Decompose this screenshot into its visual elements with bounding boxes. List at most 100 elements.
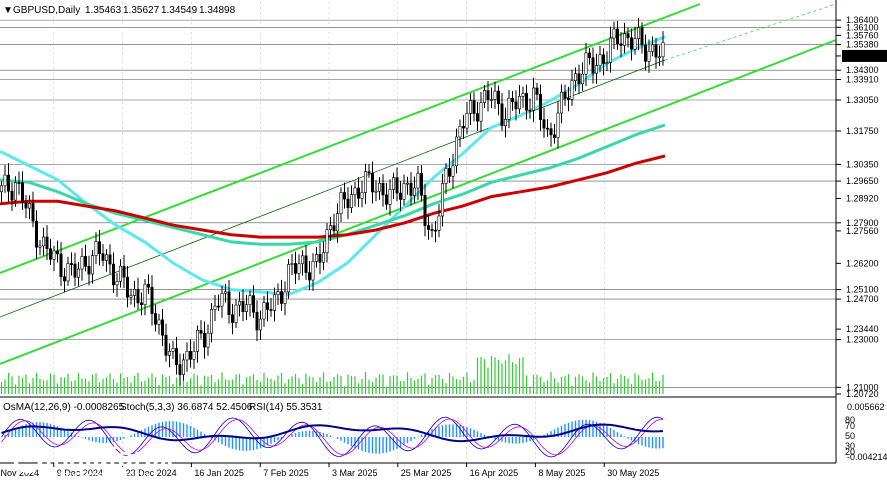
candle-body <box>615 28 619 45</box>
candle-body <box>311 261 315 281</box>
candle-body <box>496 90 500 105</box>
candle-body <box>115 281 119 286</box>
current-price-label: 1.34898 <box>846 51 879 61</box>
candle-body <box>608 37 612 63</box>
candle-body <box>203 333 207 348</box>
candle-body <box>349 194 353 208</box>
candle-body <box>154 313 158 325</box>
trend-channels <box>0 3 837 365</box>
date-label: 16 Apr 2025 <box>470 468 519 478</box>
candle-body <box>252 295 256 313</box>
candle-body <box>409 182 413 196</box>
date-label: 8 May 2025 <box>538 468 585 478</box>
candle-body <box>454 136 458 167</box>
candle-body <box>503 119 507 127</box>
candle-body <box>587 52 591 59</box>
price-label: 1.33910 <box>846 74 879 84</box>
collapse-arrow-icon[interactable]: ▼ <box>3 5 13 16</box>
channel-lower-line <box>0 39 837 365</box>
price-label: 1.26200 <box>846 258 879 268</box>
candle-body <box>101 253 105 261</box>
date-label: 30 May 2025 <box>607 468 659 478</box>
candle-body <box>14 182 18 201</box>
candle-body <box>538 94 542 120</box>
candle-body <box>402 183 406 200</box>
candle-body <box>105 254 109 261</box>
candle-body <box>161 319 165 336</box>
candle-body <box>178 364 182 375</box>
candle-body <box>374 190 378 193</box>
stoch-30-label: 30 <box>845 441 855 451</box>
price-label: 1.27560 <box>846 226 879 236</box>
moving-average-line <box>0 35 666 296</box>
candle-body <box>381 183 385 196</box>
candle-body <box>524 93 528 111</box>
candle-body <box>206 332 210 348</box>
ohlc-high: 1.35627 <box>123 5 160 16</box>
candle-body <box>325 229 329 253</box>
candle-body <box>231 314 235 323</box>
date-label: 25 Mar 2025 <box>401 468 452 478</box>
candle-body <box>552 134 556 138</box>
ohlc-low: 1.34549 <box>161 5 198 16</box>
candle-body <box>150 286 154 314</box>
rsi-label: RSI(14) 55.3531 <box>249 402 323 413</box>
candle-body <box>168 350 172 356</box>
candle-body <box>147 283 151 288</box>
candle-body <box>55 250 59 255</box>
candle-body <box>479 102 483 122</box>
candle-body <box>419 173 423 196</box>
price-label: 1.36100 <box>846 22 879 32</box>
candle-body <box>461 126 465 129</box>
candle-body <box>510 97 514 103</box>
candle-body <box>542 119 546 129</box>
stoch-80-label: 80 <box>845 415 855 425</box>
candle-body <box>472 100 476 114</box>
moving-averages <box>0 35 666 296</box>
candle-body <box>528 109 532 112</box>
watermark-tagline: Instant Forex Trading <box>45 470 149 482</box>
candle-body <box>657 56 661 59</box>
candle-body <box>451 165 455 177</box>
price-label: 1.35760 <box>846 30 879 40</box>
price-label: 1.29650 <box>846 176 879 186</box>
candle-body <box>34 220 38 248</box>
candle-body <box>661 42 665 58</box>
candle-body <box>633 38 637 50</box>
candle-body <box>143 283 147 306</box>
candle-body <box>245 304 249 312</box>
stoch-50-label: 50 <box>845 431 855 441</box>
price-label: 1.36400 <box>846 15 879 25</box>
candle-body <box>332 225 336 232</box>
candle-body <box>531 87 535 111</box>
candle-body <box>258 318 262 331</box>
candle-body <box>629 37 633 50</box>
candle-body <box>7 174 11 192</box>
candle-body <box>119 265 123 282</box>
candlesticks <box>0 17 665 386</box>
candle-body <box>164 334 168 356</box>
price-label: 1.21000 <box>846 382 879 392</box>
osma-label: OsMA(12,26,9) -0.0008265 <box>3 402 125 413</box>
candle-body <box>643 44 647 62</box>
candle-body <box>70 263 74 265</box>
candle-body <box>112 263 116 286</box>
price-label: 1.24700 <box>846 294 879 304</box>
candle-body <box>210 309 214 334</box>
candle-body <box>80 256 84 270</box>
candle-body <box>654 44 658 58</box>
candle-body <box>224 291 228 294</box>
candle-body <box>577 73 581 85</box>
oscillator-lines <box>1 416 664 458</box>
candle-body <box>38 245 42 248</box>
candle-body <box>199 329 203 334</box>
watermark-brand: instaforex <box>45 442 174 472</box>
candle-body <box>433 229 437 232</box>
candle-body <box>573 73 577 81</box>
candle-body <box>507 97 511 120</box>
candle-body <box>549 128 553 136</box>
candle-body <box>314 254 318 262</box>
candle-body <box>31 202 35 222</box>
